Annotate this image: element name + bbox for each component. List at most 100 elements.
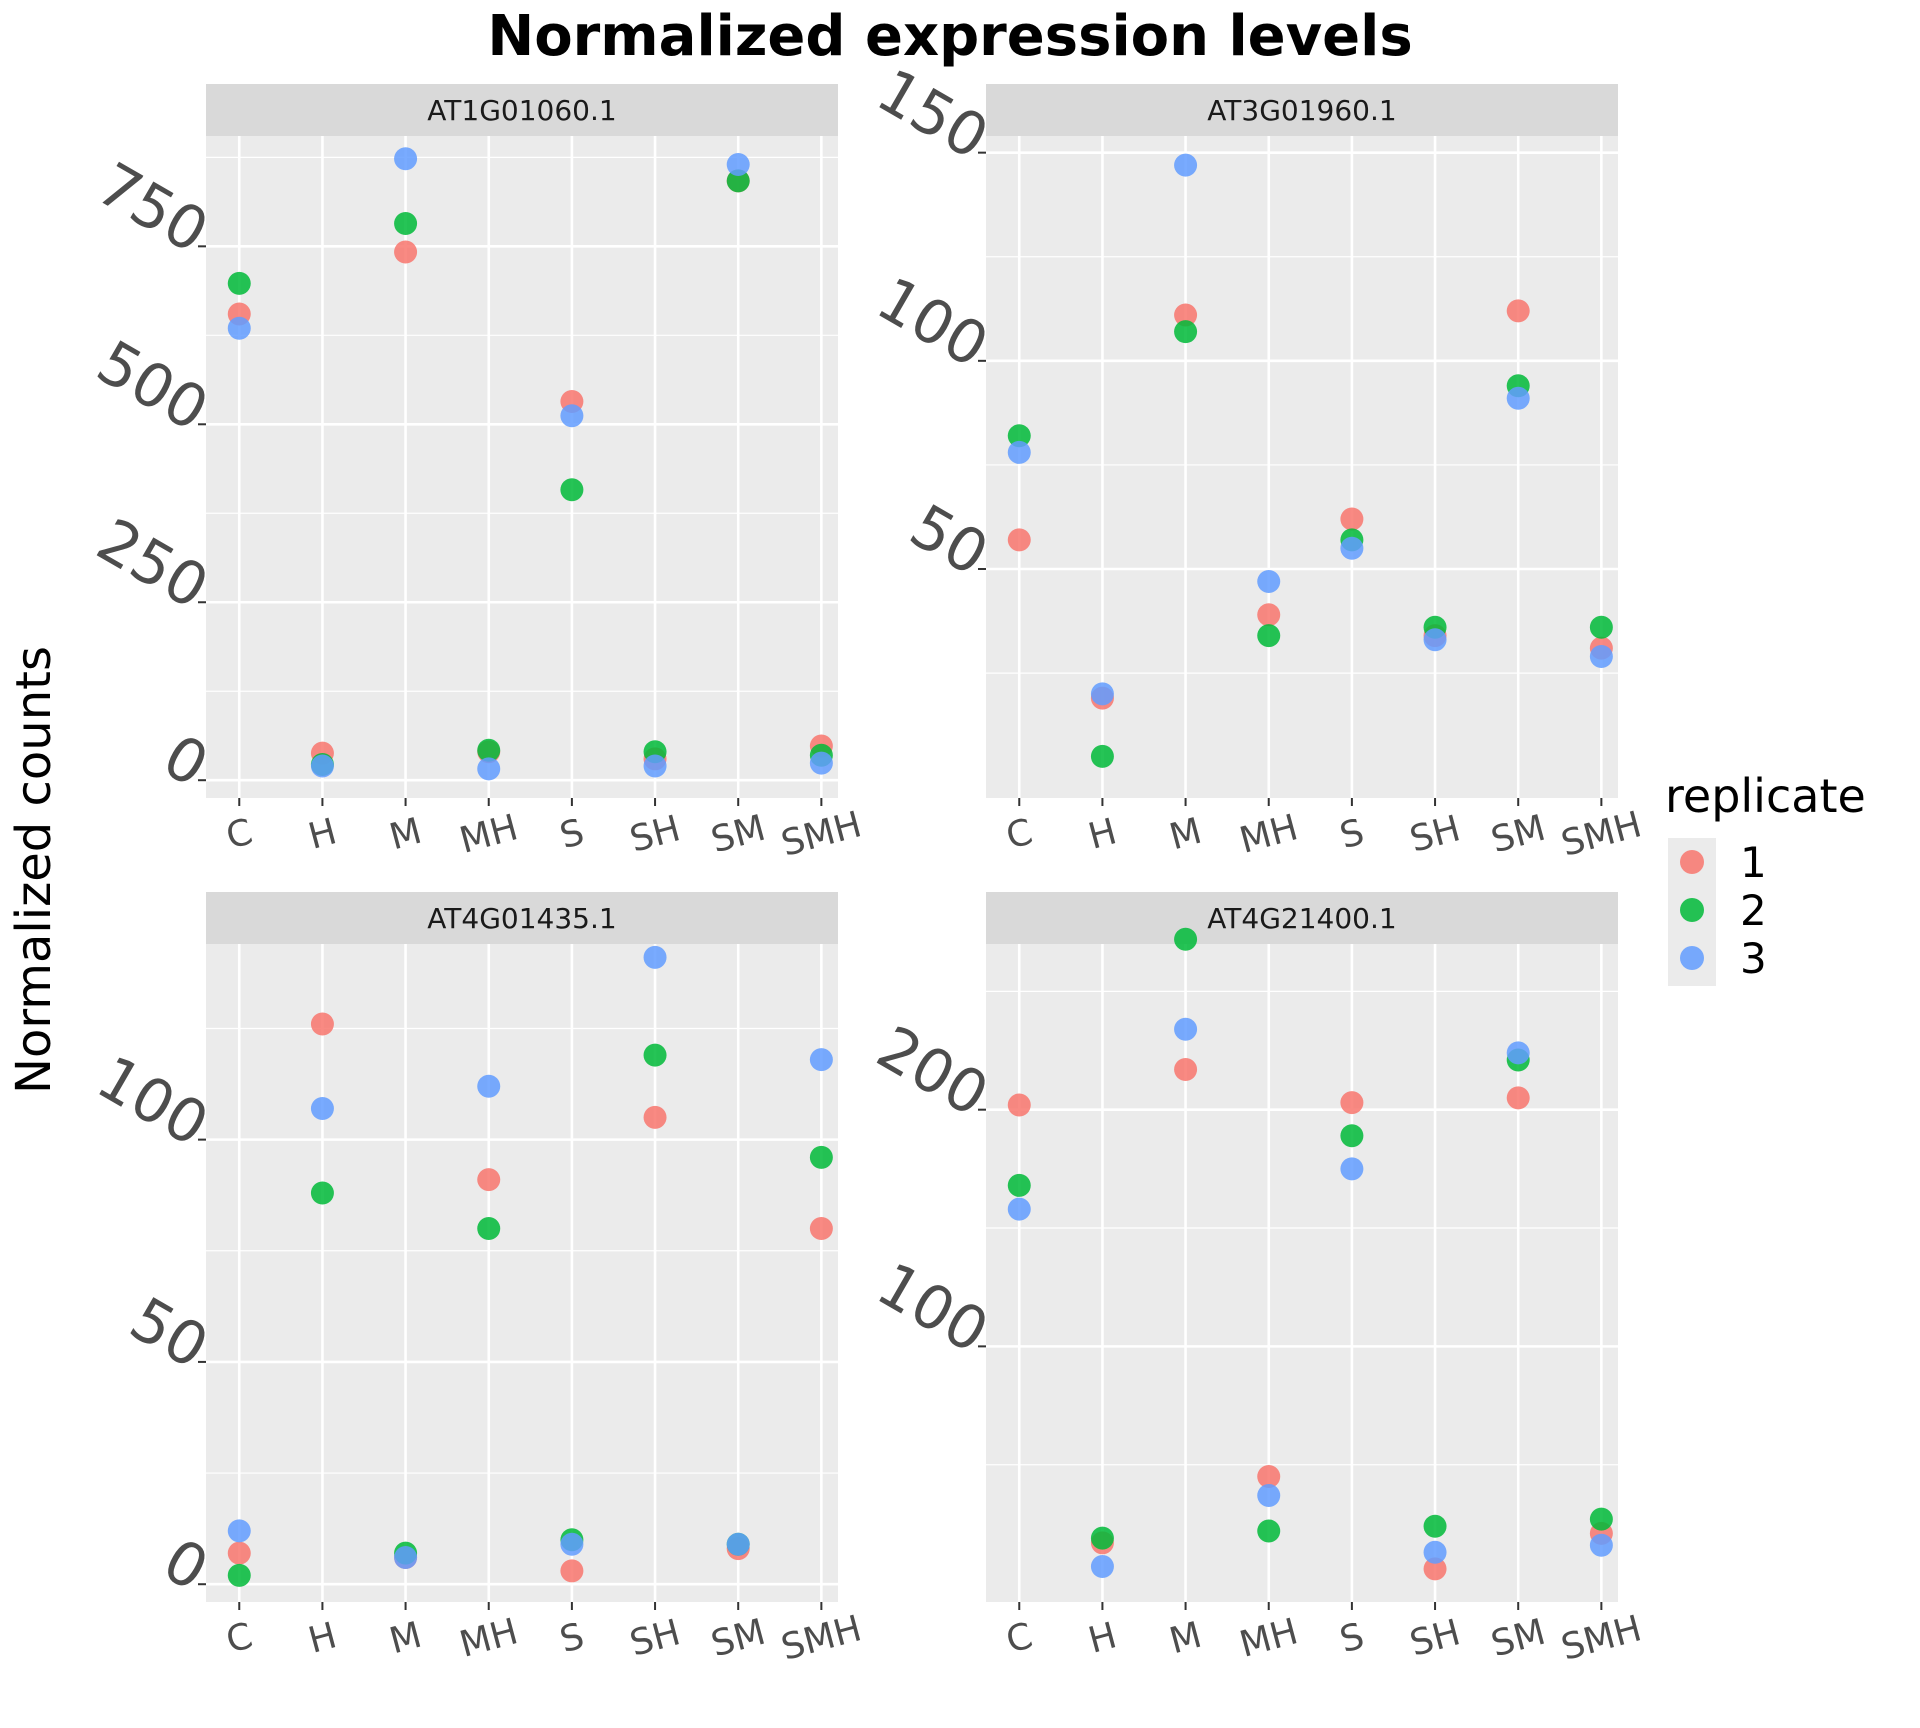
strip-label: AT4G01435.1 (427, 902, 616, 935)
y-tick-label: 750 (85, 149, 219, 267)
data-point (1340, 1091, 1364, 1115)
x-tick-label: SH (1406, 808, 1465, 861)
data-point (477, 1217, 501, 1241)
data-point (809, 751, 833, 775)
data-point (394, 212, 418, 236)
data-point (809, 1048, 833, 1072)
data-point (809, 1217, 833, 1241)
x-tick-label: C (1002, 1615, 1037, 1661)
x-tick-label: SM (1487, 808, 1550, 862)
x-tick-label: SM (1487, 1612, 1550, 1666)
data-point (726, 169, 750, 193)
data-point (1257, 1483, 1281, 1507)
legend-label: 3 (1740, 934, 1767, 983)
data-point (477, 757, 501, 781)
data-point (1423, 1557, 1447, 1581)
data-point (227, 1541, 251, 1565)
y-tick-label: 50 (118, 1284, 219, 1383)
data-point (643, 754, 667, 778)
data-point (1423, 1514, 1447, 1538)
data-point (394, 147, 418, 171)
data-point (310, 1012, 334, 1036)
panel-background (206, 136, 838, 798)
data-point (227, 271, 251, 295)
data-point (1340, 1157, 1364, 1181)
y-tick-label: 100 (865, 1249, 999, 1367)
x-tick-label: SMH (1557, 804, 1646, 865)
strip-label: AT4G21400.1 (1207, 902, 1396, 935)
data-point (560, 478, 584, 502)
data-point (1174, 927, 1198, 951)
x-tick-label: M (385, 1615, 426, 1663)
legend-label: 2 (1740, 886, 1767, 935)
x-tick-label: S (556, 812, 589, 858)
x-tick-label: SH (626, 1612, 685, 1665)
data-point (1007, 1093, 1031, 1117)
data-point (477, 1074, 501, 1098)
data-point (1506, 1086, 1530, 1110)
x-tick-label: SMH (777, 804, 866, 865)
strip-label: AT1G01060.1 (427, 94, 616, 127)
data-point (1007, 528, 1031, 552)
x-tick-label: SMH (1557, 1608, 1646, 1669)
data-point (643, 1105, 667, 1129)
data-point (560, 404, 584, 428)
x-tick-label: C (222, 1615, 257, 1661)
legend-key (1680, 850, 1704, 874)
data-point (726, 1532, 750, 1556)
data-point (1090, 1526, 1114, 1550)
panel-at3g01960-1: AT3G01960.1 50 100 150 C H M MH S SH SM SMH (865, 56, 1646, 865)
y-tick-label: 100 (865, 264, 999, 382)
data-point (560, 1532, 584, 1556)
data-point (227, 1519, 251, 1543)
data-point (227, 1563, 251, 1587)
strip-background (206, 84, 838, 136)
x-tick-label: MH (1235, 807, 1302, 862)
data-point (1506, 299, 1530, 323)
strip-background (206, 892, 838, 944)
x-tick-label: SM (707, 808, 770, 862)
data-point (1257, 603, 1281, 627)
data-point (394, 240, 418, 264)
panel-background (206, 944, 838, 1602)
data-point (1007, 1173, 1031, 1197)
x-tick-label: M (1165, 811, 1206, 859)
data-point (560, 1559, 584, 1583)
x-tick-label: M (1165, 1615, 1206, 1663)
data-point (310, 754, 334, 778)
data-point (477, 1168, 501, 1192)
data-point (477, 738, 501, 762)
y-tick-label: 100 (85, 1043, 219, 1161)
x-tick-label: C (222, 811, 257, 857)
data-point (1007, 424, 1031, 448)
strip-background (986, 84, 1618, 136)
legend-label: 1 (1740, 838, 1767, 887)
legend-key (1680, 946, 1704, 970)
data-point (1340, 507, 1364, 531)
data-point (1589, 615, 1613, 639)
chart-title: Normalized expression levels (487, 4, 1412, 69)
x-tick-label: SMH (777, 1608, 866, 1669)
legend: replicate 123 (1665, 769, 1866, 986)
data-point (1340, 536, 1364, 560)
data-point (1174, 320, 1198, 344)
data-point (1174, 1057, 1198, 1081)
data-point (1257, 569, 1281, 593)
data-point (1340, 1124, 1364, 1148)
data-point (1506, 1041, 1530, 1065)
data-point (1174, 153, 1198, 177)
y-tick-label: 200 (865, 1013, 999, 1131)
data-point (310, 1181, 334, 1205)
data-point (1589, 1507, 1613, 1531)
y-tick-label: 250 (85, 505, 219, 623)
data-point (310, 1097, 334, 1120)
x-tick-label: M (385, 811, 426, 859)
data-point (1257, 624, 1281, 648)
x-tick-label: S (556, 1616, 589, 1662)
data-point (1007, 1197, 1031, 1221)
data-point (1090, 744, 1114, 768)
data-point (1506, 386, 1530, 410)
